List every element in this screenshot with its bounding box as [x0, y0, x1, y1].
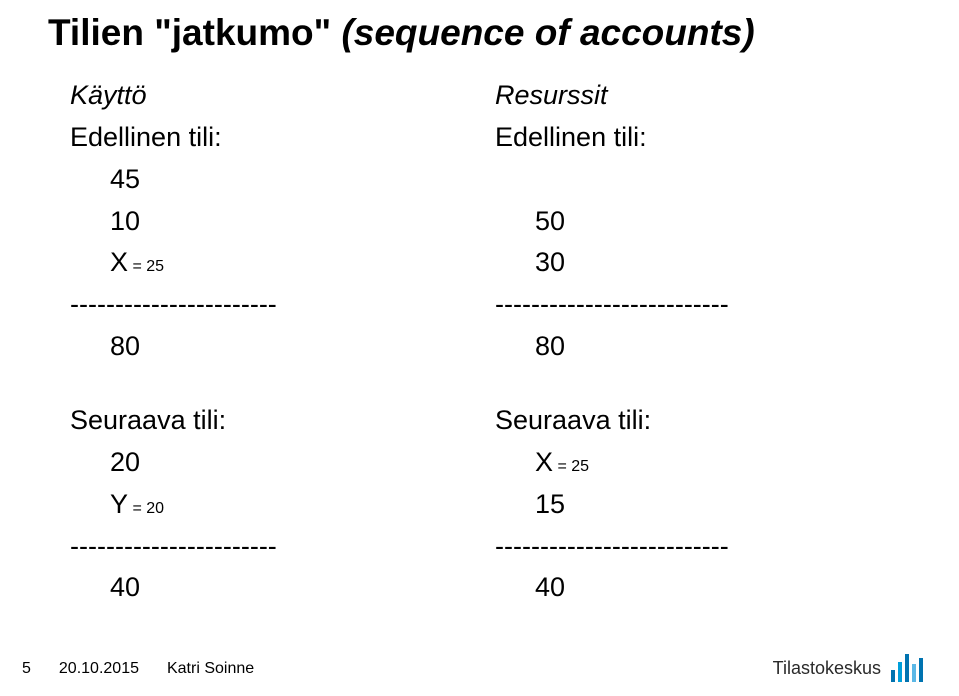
logo-bar — [891, 670, 895, 682]
title-part1: Tilien "jatkumo" — [48, 12, 341, 53]
right-top-separator: -------------------------- — [495, 284, 729, 326]
footer: 5 20.10.2015 Katri Soinne — [22, 660, 254, 678]
left-top-x-suffix: = 25 — [128, 258, 164, 275]
right-bot-subtitle: Seuraava tili: — [495, 400, 729, 442]
logo-bars-icon — [891, 654, 923, 682]
column-right-top: Resurssit Edellinen tili: 50 30 --------… — [495, 75, 729, 368]
footer-page: 5 — [22, 660, 31, 678]
right-top-line2: 30 — [495, 242, 729, 284]
column-left-top: Käyttö Edellinen tili: 45 10 X = 25 ----… — [70, 75, 277, 368]
left-bot-separator: ----------------------- — [70, 526, 277, 568]
right-top-total: 80 — [495, 326, 729, 368]
right-top-line1: 50 — [495, 201, 729, 243]
left-bot-y: Y — [110, 489, 128, 519]
logo-bar — [905, 654, 909, 682]
right-bot-total: 40 — [495, 567, 729, 609]
footer-author: Katri Soinne — [167, 660, 254, 678]
left-bot-y-suffix: = 20 — [128, 500, 164, 517]
left-bot-line2: Y = 20 — [70, 484, 277, 526]
logo: Tilastokeskus — [773, 654, 923, 682]
left-top-total: 80 — [70, 326, 277, 368]
column-right-bottom: Seuraava tili: X = 25 15 ---------------… — [495, 400, 729, 609]
left-top-line3: X = 25 — [70, 242, 277, 284]
left-top-line1: 45 — [70, 159, 277, 201]
right-bot-line2: 15 — [495, 484, 729, 526]
right-bot-x-suffix: = 25 — [553, 458, 589, 475]
right-bot-line1: X = 25 — [495, 442, 729, 484]
left-bot-total: 40 — [70, 567, 277, 609]
kaytto-label: Käyttö — [70, 75, 277, 117]
left-top-subtitle: Edellinen tili: — [70, 117, 277, 159]
left-top-line2: 10 — [70, 201, 277, 243]
column-left-bottom: Seuraava tili: 20 Y = 20 ---------------… — [70, 400, 277, 609]
right-top-blank — [495, 159, 729, 201]
footer-date: 20.10.2015 — [59, 660, 139, 678]
slide-title: Tilien "jatkumo" (sequence of accounts) — [48, 12, 755, 54]
resurssit-label: Resurssit — [495, 75, 729, 117]
left-top-separator: ----------------------- — [70, 284, 277, 326]
left-top-x: X — [110, 247, 128, 277]
right-top-subtitle: Edellinen tili: — [495, 117, 729, 159]
logo-bar — [912, 664, 916, 682]
right-bot-x: X — [535, 447, 553, 477]
logo-bar — [898, 662, 902, 682]
logo-bar — [919, 658, 923, 682]
left-bot-subtitle: Seuraava tili: — [70, 400, 277, 442]
title-part2: (sequence of accounts) — [341, 12, 754, 53]
logo-text: Tilastokeskus — [773, 658, 881, 679]
right-bot-separator: -------------------------- — [495, 526, 729, 568]
left-bot-line1: 20 — [70, 442, 277, 484]
